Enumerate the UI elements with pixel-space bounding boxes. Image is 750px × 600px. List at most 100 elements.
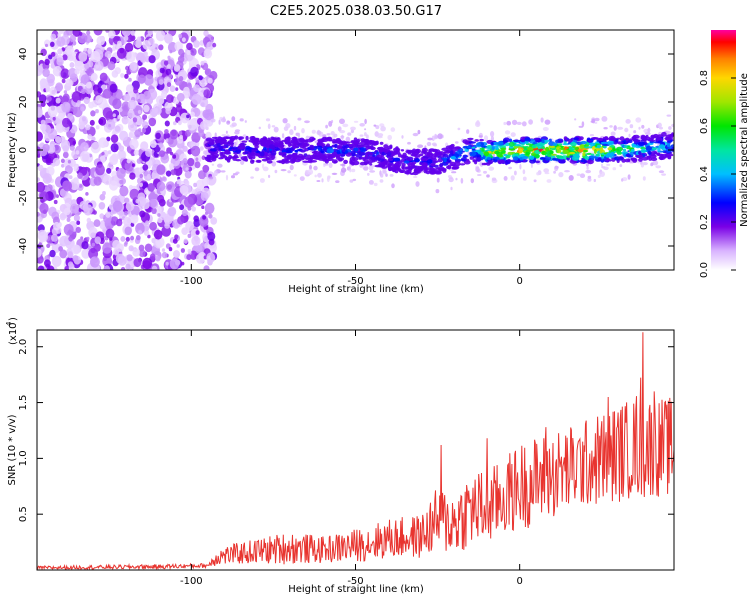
spectrogram-cell <box>52 157 61 167</box>
spectrogram-cell <box>475 121 481 128</box>
spectrogram-cell <box>155 132 161 139</box>
spectrogram-cell <box>218 138 224 143</box>
spectrogram-cell <box>537 143 545 147</box>
spectrogram-cell <box>657 147 661 152</box>
spectrogram-cell <box>116 167 126 179</box>
spectrogram-cell <box>434 164 439 168</box>
spectrogram-cell <box>132 117 138 123</box>
spectrogram-cell <box>265 118 271 122</box>
spectrogram-cell <box>320 149 325 154</box>
colorbar-ticks: 0.0 0.2 0.4 0.6 0.8 <box>699 70 736 278</box>
spectrogram-cell <box>367 172 370 176</box>
spectrogram-cell <box>328 120 333 127</box>
spectrogram-cell <box>166 147 172 154</box>
spectrogram-cell <box>655 145 660 149</box>
spectrogram-cell <box>494 150 500 155</box>
spectrogram-cell <box>351 142 358 147</box>
spectrogram-cell <box>431 160 438 164</box>
spectrogram-x-label: Height of straight line (km) <box>288 284 424 295</box>
spectrogram-cell <box>138 167 144 173</box>
spectrogram-cell <box>250 176 254 179</box>
spectrogram-cell <box>212 155 217 159</box>
spectrogram-cell <box>412 165 420 168</box>
spectrogram-cell <box>78 184 83 188</box>
snr-scale-label: (x10 4 ) <box>5 317 19 345</box>
spectrogram-cell <box>665 136 672 141</box>
spectrogram-cell <box>434 133 438 140</box>
spectrogram-cell <box>111 70 119 78</box>
spectrogram-cell <box>504 130 511 135</box>
spectrogram-cell <box>289 164 294 171</box>
spectrogram-cell <box>640 147 647 150</box>
spectrogram-cell <box>313 165 318 171</box>
spectrogram-cell <box>567 138 573 143</box>
spectrogram-cell <box>419 153 424 157</box>
spectrogram-cell <box>209 70 218 81</box>
spectrogram-cell <box>145 148 153 157</box>
spectrogram-cell <box>149 221 158 231</box>
spectrogram-cell <box>287 142 292 148</box>
spectrogram-cell <box>72 30 81 37</box>
spectrogram-axes: -100 -50 0 -40 -20 0 20 40 <box>18 30 674 287</box>
colorbar-tick-label: 0.8 <box>699 70 710 86</box>
spectrogram-cell <box>656 137 663 142</box>
spectrogram-cell <box>177 120 182 126</box>
spectrogram-cell <box>119 47 125 54</box>
spectrogram-cell <box>510 175 515 181</box>
spectrogram-cell <box>293 174 297 177</box>
spectrogram-cell <box>57 112 64 120</box>
spectrogram-cell <box>161 251 168 259</box>
spectrogram-cell <box>305 138 314 143</box>
spectrogram-cell <box>83 47 88 52</box>
spectrogram-cell <box>144 225 150 231</box>
spectrogram-cell <box>497 141 504 146</box>
spectrogram-cell <box>625 119 631 124</box>
spectrogram-cell <box>55 194 60 199</box>
spectrogram-cell <box>162 176 166 181</box>
spectrogram-cell <box>78 51 88 62</box>
spectrogram-cell <box>124 73 129 79</box>
spectrogram-cell <box>242 157 248 162</box>
spectrogram-cell <box>185 221 195 231</box>
spectrogram-cell <box>57 65 60 70</box>
spectrogram-cell <box>521 121 527 127</box>
spectrogram-cell <box>593 178 596 183</box>
spectrogram-cell <box>431 142 437 146</box>
spectrogram-cell <box>558 158 564 164</box>
spectrogram-cell <box>434 151 439 156</box>
spectrogram-cell <box>581 121 585 127</box>
spectrogram-cell <box>264 151 268 156</box>
spectrogram-cell <box>380 173 384 178</box>
spectrogram-cell <box>125 236 130 242</box>
spectrogram-cell <box>108 30 116 39</box>
spectrogram-cell <box>231 122 237 127</box>
spectrogram-cell <box>116 218 123 227</box>
spectrogram-cell <box>301 128 305 134</box>
spectrogram-cell <box>77 100 81 104</box>
spectrogram-cell <box>289 129 294 136</box>
spectrogram-cell <box>274 169 278 174</box>
spectrogram-cell <box>69 175 73 180</box>
spectrogram-cell <box>99 72 108 82</box>
spectrogram-cell <box>459 163 466 166</box>
spectrogram-cell <box>180 248 185 253</box>
spectrogram-cell <box>205 156 211 162</box>
spectrogram-cell <box>486 156 492 160</box>
spectrogram-cell <box>208 213 213 219</box>
spectrogram-cell <box>136 36 142 42</box>
spectrogram-cell <box>173 250 180 259</box>
spectrogram-cell <box>593 149 597 154</box>
spectrogram-cell <box>96 35 106 46</box>
spectrogram-cell <box>610 131 616 137</box>
spectrogram-cell <box>60 68 70 79</box>
spectrogram-cell <box>147 234 151 239</box>
spectrogram-cell <box>373 124 377 127</box>
spectrogram-cell <box>656 152 661 156</box>
spectrogram-cell <box>661 173 666 176</box>
spectrogram-cell <box>57 48 63 55</box>
spectrogram-cell <box>514 170 517 176</box>
x-tick-label: -50 <box>347 576 363 587</box>
spectrogram-cell <box>230 139 234 142</box>
spectrogram-cell <box>184 170 192 179</box>
spectrogram-cell <box>68 236 74 242</box>
